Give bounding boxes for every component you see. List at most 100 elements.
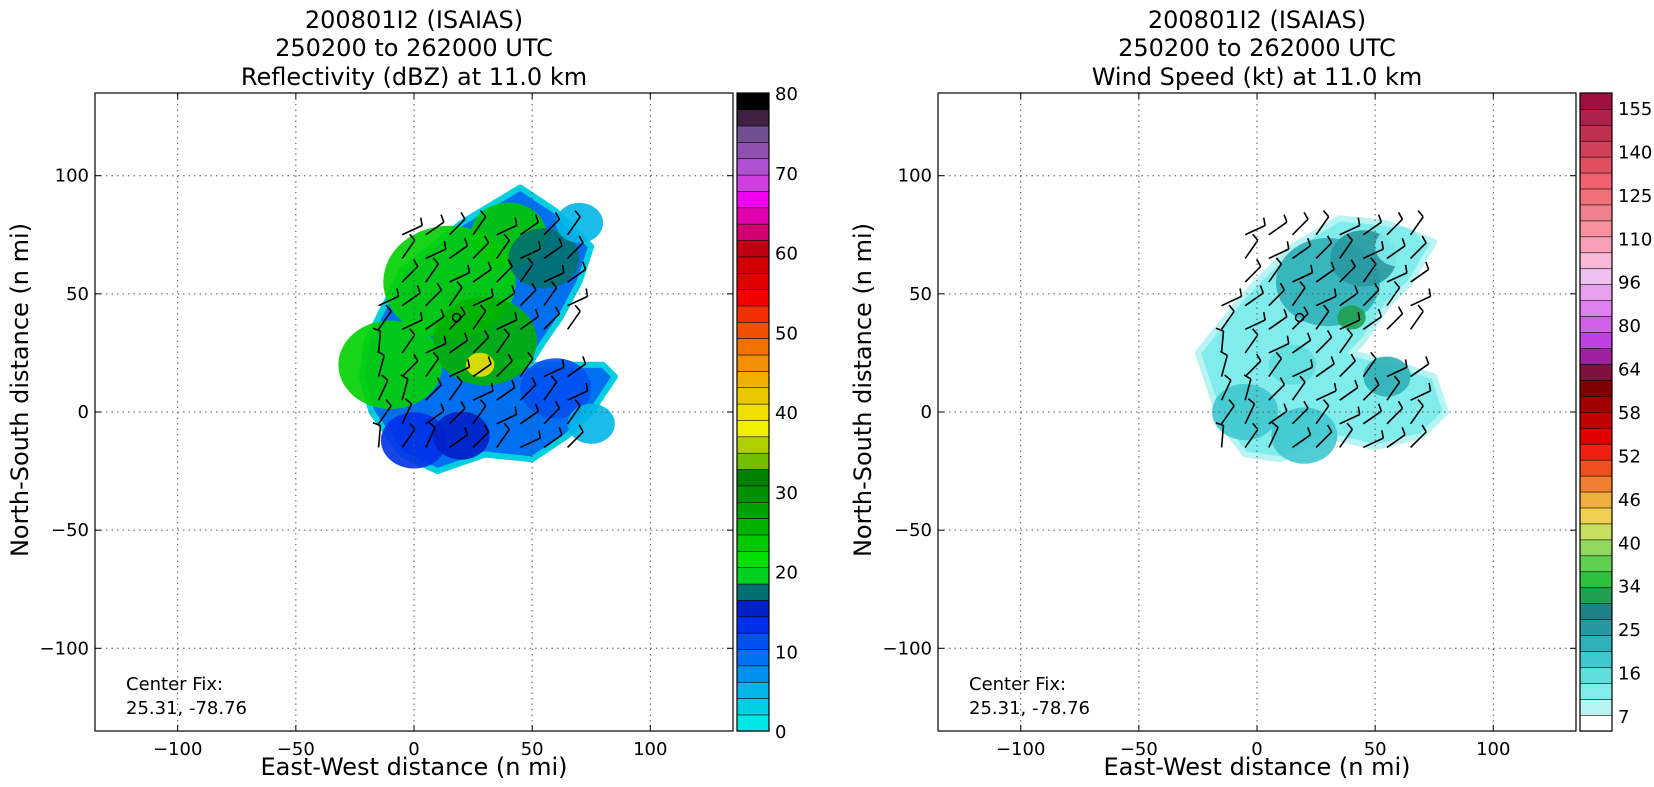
wind-barb-feather [1428,382,1432,392]
wind-barb [519,248,541,260]
wind-barb-feather [432,257,440,265]
wind-barb [1410,268,1430,283]
wind-barb [1362,289,1380,307]
colorbar-tick-label: 140 [1618,142,1652,163]
wind-barb-feather [1417,399,1424,407]
colorbar-bin [1579,571,1613,589]
colorbar-bin [736,468,770,487]
wind-barb-feather [1224,374,1232,381]
center-fix-value: 25.31, -78.76 [126,698,247,719]
colorbar-bin [1579,603,1613,620]
echo-cell [1268,344,1317,385]
wind-barb [1386,245,1406,260]
x-tick-label: 100 [633,739,667,760]
wind-barb [448,218,466,236]
wind-barb-feather [1299,281,1306,289]
wind-barb [1315,431,1333,449]
colorbar-bin [736,338,770,356]
wind-barb [496,265,513,283]
colorbar-bin [736,632,770,650]
wind-barb-feather [558,427,563,436]
wind-barb-feather [479,210,487,218]
wind-barb-feather [582,261,587,270]
wind-barb-feather [1425,261,1430,270]
wind-barb [425,316,445,330]
wind-barb [425,289,442,307]
wind-barb [425,358,440,378]
y-tick-label: 100 [898,166,932,187]
wind-barb-feather [1357,217,1361,226]
colorbar-tick-label: 0 [775,722,786,743]
wind-barb-feather [1377,403,1383,412]
wind-barb-feather [534,403,540,412]
wind-barb [472,295,494,307]
colorbar-tick-label: 96 [1618,273,1641,294]
wind-barb-feather [1333,382,1337,392]
wind-barb [1362,384,1380,401]
colorbar-bin [736,92,770,110]
wind-barb [1362,248,1384,260]
wind-barb-feather [440,214,445,223]
colorbar-bin [1579,284,1613,301]
wind-barb [566,405,581,425]
wind-barb [449,272,470,283]
wind-barb [1339,360,1356,378]
wind-barb [567,268,587,283]
wind-barb [1339,224,1360,236]
wind-barb [519,316,539,330]
wind-barb-feather [1350,353,1356,362]
wind-barb-feather [1283,403,1288,412]
colorbar-bin [1579,92,1613,110]
colorbar-bin [1579,188,1613,206]
wind-barb [425,263,440,283]
wind-barb-feather [1322,399,1330,407]
colorbar-bin [736,599,770,618]
wind-barb-feather [578,235,584,244]
wind-barb-feather [483,330,490,338]
wind-barb [1386,381,1401,401]
colorbar-bin [736,714,770,732]
wind-barb [1386,366,1408,378]
wind-barb [567,431,584,449]
colorbar-bin [736,403,770,421]
colorbar-bin [736,109,770,127]
center-fix-label: Center Fix: [969,674,1066,695]
wind-barb-feather [550,375,558,383]
wind-barb [1339,239,1353,259]
wind-barb-feather [396,288,400,297]
wind-barb-feather [578,424,584,433]
title-line-2: 250200 to 262000 UTC [275,34,553,62]
wind-barb-feather [514,311,518,321]
wind-barb [519,358,534,378]
wind-barb [1244,428,1259,448]
wind-barb-feather [585,382,589,392]
wind-barb-feather [1286,335,1290,344]
plot-area: −100 −50 0 50 100 −100 −50 0 50 100 [883,92,1577,760]
wind-barb [401,428,416,448]
colorbar-bin [1579,507,1613,525]
wind-barb-feather [1428,288,1432,297]
wind-barb [1410,390,1431,401]
wind-barb [425,410,445,425]
y-tick-label: −100 [883,638,932,659]
wind-barb [448,407,466,425]
colorbar-bin [1579,411,1613,429]
wind-barb [1292,272,1313,283]
wind-barb [1291,287,1306,307]
colorbar-bin [736,125,770,143]
wind-barb-feather [1310,359,1314,368]
wind-barb-feather [479,399,487,407]
wind-barb [1221,295,1242,307]
wind-barb-feather [1252,328,1259,336]
wind-barb [1268,221,1288,236]
wind-barb-feather [1286,241,1290,250]
colorbar-bin [736,697,770,716]
wind-barb-feather [534,308,540,317]
colorbar-bin [736,158,770,176]
wind-barb-feather [1374,377,1380,386]
wind-barb [1339,428,1353,448]
wind-barb-feather [1330,261,1335,270]
wind-barb-feather [1279,377,1286,386]
wind-barb-feather [1283,214,1288,223]
